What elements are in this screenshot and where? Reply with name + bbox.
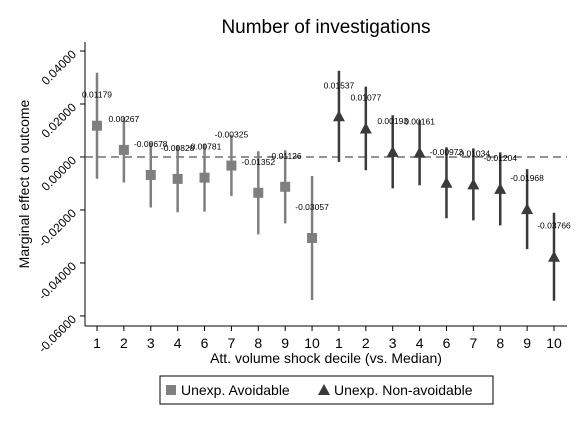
point [199, 172, 210, 183]
y-axis-label: Marginal effect on outcome [16, 99, 32, 268]
x-tick-label: 6 [443, 335, 451, 351]
point [413, 146, 426, 158]
value-label: -0.00781 [188, 142, 222, 152]
x-axis-label: Att. volume shock decile (vs. Median) [210, 350, 442, 366]
value-label: -0.01126 [269, 151, 302, 161]
value-label: 0.01179 [82, 90, 112, 100]
value-label: -0.01034 [457, 148, 491, 158]
point [467, 178, 480, 190]
value-label: -0.00973 [430, 147, 464, 157]
value-label: 0.00267 [109, 114, 140, 124]
x-tick-label: 9 [281, 335, 289, 351]
point [521, 203, 534, 215]
x-tick-label: 9 [523, 335, 531, 351]
point [332, 110, 345, 122]
value-label: 0.01537 [324, 80, 355, 90]
point [548, 250, 560, 262]
value-label: -0.03057 [295, 202, 329, 212]
legend-label: Unexp. Non-avoidable [334, 382, 473, 398]
point [280, 181, 291, 192]
point [226, 160, 237, 171]
value-label: 0.00193 [377, 116, 408, 126]
x-tick-label: 8 [496, 335, 504, 351]
value-label: -0.03766 [537, 221, 571, 231]
x-tick-label: 8 [254, 335, 262, 351]
x-tick-label: 3 [389, 335, 397, 351]
value-label: 0.01077 [350, 92, 381, 102]
point [359, 122, 372, 134]
point [440, 176, 453, 188]
value-label: -0.00678 [134, 139, 168, 149]
legend-label: Unexp. Avoidable [181, 382, 290, 398]
x-tick-label: 4 [416, 335, 424, 351]
x-tick-label: 1 [93, 335, 101, 351]
x-tick-label: 7 [469, 335, 477, 351]
x-tick-label: 3 [147, 335, 155, 351]
point [118, 144, 129, 155]
x-tick-label: 10 [304, 335, 320, 351]
point [386, 145, 399, 157]
x-tick-label: 2 [120, 335, 128, 351]
chart-title: Number of investigations [221, 17, 430, 38]
x-tick-label: 7 [228, 335, 236, 351]
point [307, 232, 318, 243]
point [172, 173, 183, 184]
value-label: -0.01352 [242, 157, 276, 167]
x-tick-label: 1 [335, 335, 343, 351]
point [494, 182, 507, 194]
point [253, 187, 264, 198]
value-label: -0.00325 [215, 130, 249, 140]
point [166, 385, 176, 395]
x-tick-label: 4 [174, 335, 182, 351]
x-tick-label: 6 [201, 335, 209, 351]
point [92, 120, 102, 131]
value-label: -0.00828 [161, 143, 195, 153]
x-tick-label: 10 [546, 335, 562, 351]
value-label: -0.01968 [510, 173, 544, 183]
point [145, 169, 156, 180]
value-label: 0.00161 [404, 117, 435, 127]
value-label: -0.01204 [483, 153, 517, 163]
x-tick-label: 2 [362, 335, 370, 351]
point [318, 384, 330, 395]
